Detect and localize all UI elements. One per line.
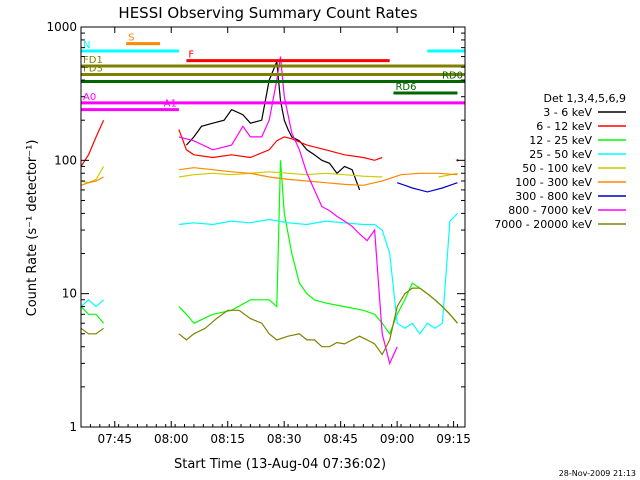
flag-label-6: RD0 (442, 71, 463, 82)
x-tick-label-1: 08:00 (154, 432, 189, 446)
y-tick-label-1: 10 (62, 287, 77, 301)
x-axis-label: Start Time (13-Aug-04 07:36:02) (174, 457, 386, 472)
series-line-8-1 (178, 287, 458, 356)
x-tick-label-0: 07:45 (97, 432, 132, 446)
series-line-2-1 (178, 160, 458, 336)
y-tick-label-0: 1 (69, 420, 77, 434)
legend-label-6: 300 - 800 keV (515, 190, 592, 203)
series-line-3-1 (178, 212, 458, 335)
series-line-7-0 (178, 56, 398, 366)
x-tick-label-2: 08:15 (210, 432, 245, 446)
series-line-1-0 (80, 119, 105, 167)
flag-label-8: A0 (83, 92, 96, 103)
flag-label-0: S (128, 33, 134, 44)
flag-label-4: FD1 (83, 55, 103, 66)
series-line-5-0 (80, 176, 104, 186)
legend-label-2: 12 - 25 keV (529, 134, 592, 147)
y-axis-label: Count Rate (s⁻¹ detector⁻¹) (25, 140, 40, 317)
legend-label-0: 3 - 6 keV (543, 106, 592, 119)
timestamp: 28-Nov-2009 21:13 (559, 469, 636, 478)
series-line-4-1 (178, 171, 383, 178)
flag-label-7: RD6 (395, 82, 416, 93)
legend-label-3: 25 - 50 keV (529, 148, 592, 161)
series-line-4-0 (80, 166, 105, 184)
flag-label-1: N (83, 40, 90, 51)
x-tick-label-3: 08:30 (267, 432, 302, 446)
legend-label-5: 100 - 300 keV (515, 176, 592, 189)
legend-label-1: 6 - 12 keV (536, 120, 592, 133)
legend-label-8: 7000 - 20000 keV (494, 218, 592, 231)
chart-title: HESSI Observing Summary Count Rates (118, 4, 417, 22)
plot-frame (80, 26, 466, 428)
flag-label-3: F (188, 50, 194, 61)
y-tick-label-3: 1000 (46, 20, 77, 34)
flag-label-9: A1 (164, 99, 177, 110)
legend-label-7: 800 - 7000 keV (508, 204, 592, 217)
series-line-6-0 (397, 182, 458, 193)
series-line-3-0 (80, 298, 105, 308)
series-line-5-1 (178, 167, 458, 186)
x-tick-label-6: 09:15 (436, 432, 471, 446)
legend-label-4: 50 - 100 keV (522, 162, 592, 175)
series-line-0-0 (185, 61, 361, 191)
series-line-8-0 (80, 327, 104, 335)
flag-label-5: FD3 (83, 64, 103, 75)
x-tick-label-5: 09:00 (380, 432, 415, 446)
series-line-1-1 (178, 129, 383, 161)
legend-title: Det 1,3,4,5,6,9 (543, 92, 626, 105)
x-tick-label-4: 08:45 (323, 432, 358, 446)
y-tick-label-2: 100 (54, 153, 77, 167)
series-line-2-0 (80, 306, 105, 324)
